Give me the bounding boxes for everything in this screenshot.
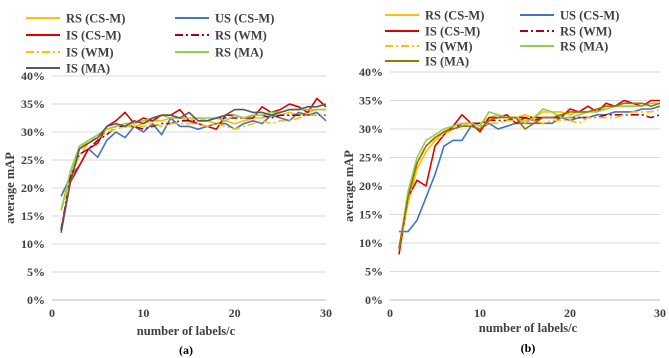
- y-tick-label: 30%: [359, 122, 383, 136]
- legend-label: RS (MA): [560, 40, 608, 54]
- series-line-rs-cs-m: [398, 102, 660, 249]
- legend-label: IS (CS-M): [425, 25, 480, 39]
- x-tick-label: 10: [137, 306, 149, 320]
- x-tick-label: 30: [320, 306, 332, 320]
- y-tick-label: 15%: [21, 209, 45, 223]
- x-tick-label: 20: [564, 306, 576, 320]
- y-axis-label: average mAP: [342, 150, 356, 222]
- legend-label: RS (WM): [560, 25, 612, 39]
- x-axis-label: number of labels/c: [479, 321, 578, 335]
- y-tick-label: 0%: [27, 293, 45, 307]
- legend-label: IS (MA): [66, 62, 110, 76]
- y-tick-label: 35%: [359, 94, 383, 108]
- y-tick-label: 25%: [21, 153, 45, 167]
- series-line-us-cs-m: [60, 111, 327, 197]
- y-tick-label: 5%: [365, 265, 383, 279]
- y-tick-label: 0%: [365, 293, 383, 307]
- series-line-is-ma: [398, 102, 661, 249]
- panel-label: (a): [179, 343, 193, 357]
- panel-a: 0% 5% 10% 15% 20% 25% 30% 35% 40% 0 10 20 30 number o…: [3, 12, 332, 358]
- legend-label: IS (WM): [425, 40, 473, 54]
- series-line-is-wm: [60, 114, 326, 211]
- x-tick-label: 20: [229, 306, 241, 320]
- y-tick-label: 40%: [359, 65, 383, 79]
- series-line-is-wm: [398, 108, 661, 249]
- legend-label: IS (MA): [425, 55, 469, 69]
- y-axis-label: average mAP: [3, 152, 17, 224]
- x-tick-label: 0: [49, 306, 55, 320]
- legend-label: IS (CS-M): [66, 29, 121, 43]
- panel-label: (b): [521, 341, 536, 355]
- y-tick-label: 20%: [21, 181, 45, 195]
- y-tick-label: 40%: [21, 69, 45, 83]
- y-tick-label: 30%: [21, 125, 45, 139]
- legend-label: RS (MA): [215, 46, 263, 60]
- series-line-rs-wm: [60, 114, 326, 231]
- y-tick-label: 20%: [359, 179, 383, 193]
- y-tick-label: 35%: [21, 97, 45, 111]
- x-tick-label: 10: [474, 306, 486, 320]
- panel-b: 0% 5% 10% 15% 20% 25% 30% 35% 40% 0 10 20 30 number o…: [342, 9, 666, 356]
- y-tick-label: 10%: [359, 236, 383, 250]
- legend-label: RS (CS-M): [66, 12, 125, 26]
- legend-label: RS (CS-M): [425, 9, 484, 23]
- series-line-is-ma: [60, 103, 327, 233]
- x-axis-label: number of labels/c: [137, 324, 236, 338]
- legend-label: RS (WM): [215, 29, 267, 43]
- legend-label: US (CS-M): [215, 12, 274, 26]
- x-tick-label: 30: [654, 306, 666, 320]
- y-tick-label: 15%: [359, 208, 383, 222]
- y-tick-label: 10%: [21, 237, 45, 251]
- series-line-rs-ma: [398, 102, 660, 249]
- y-tick-label: 25%: [359, 151, 383, 165]
- legend-label: IS (WM): [66, 46, 114, 60]
- series-line-us-cs-m: [399, 105, 661, 233]
- y-tick-label: 5%: [27, 265, 45, 279]
- x-tick-label: 0: [387, 306, 393, 320]
- legend-label: US (CS-M): [560, 9, 619, 23]
